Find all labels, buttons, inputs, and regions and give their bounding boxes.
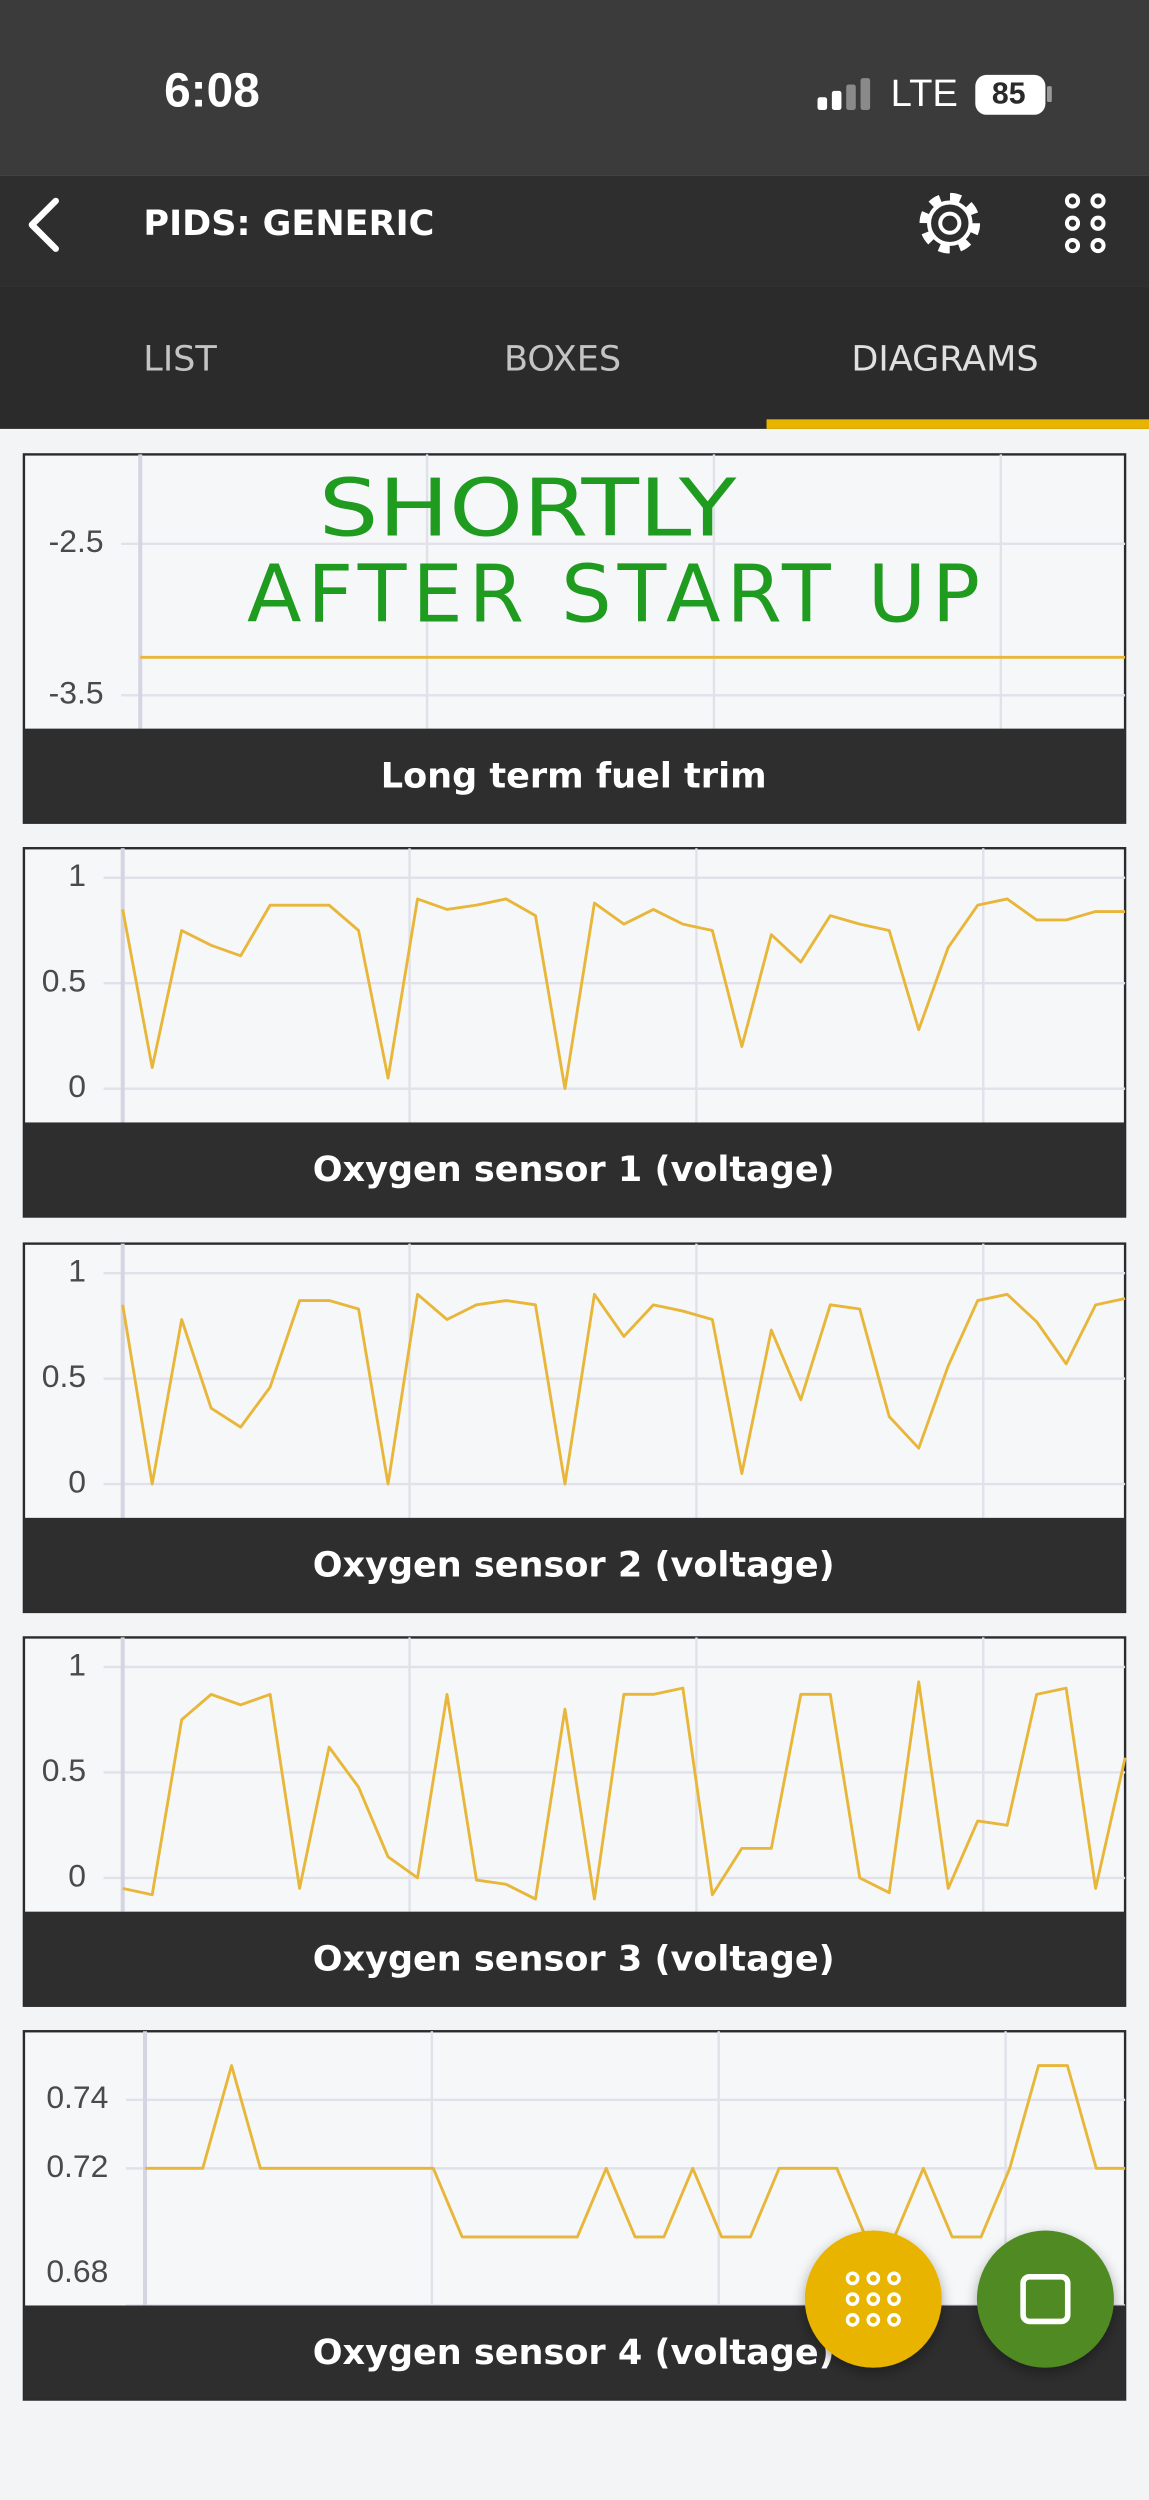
y-tick-label: 0.72 (46, 2148, 108, 2184)
menu-button[interactable] (1064, 193, 1106, 254)
y-tick-label: 1 (68, 857, 86, 893)
chart-title: Oxygen sensor 4 (voltage) (313, 2332, 835, 2373)
y-tick-label: 0.5 (42, 1752, 86, 1788)
battery-level: 85 (992, 78, 1026, 111)
battery-nub (1047, 86, 1052, 103)
toolbar-title: PIDS: GENERIC (143, 203, 434, 244)
chart-title: Oxygen sensor 3 (voltage) (313, 1938, 835, 1979)
signal-icon (817, 78, 871, 111)
network-type: LTE (891, 72, 958, 115)
y-tick-label: 0.74 (46, 2079, 108, 2115)
tab-selected[interactable]: DIAGRAMS (851, 338, 1038, 379)
chart-label-bar (23, 1122, 1126, 1217)
status-bar (0, 0, 1149, 176)
y-tick-label: 1 (68, 1646, 86, 1682)
tab-indicator (766, 419, 1149, 429)
chart-label-bar (23, 1517, 1126, 1612)
chart-label-bar (23, 1911, 1126, 2006)
y-tick-label: 0.5 (42, 963, 86, 999)
y-tick-label: -2.5 (49, 523, 104, 559)
back-button[interactable] (28, 197, 59, 252)
charts: -2.5 -3.5 Long term fuel trim 1 0.5 0 Oxygen s… (22, 453, 1127, 2401)
stop-button[interactable] (976, 2230, 1114, 2368)
settings-button[interactable] (919, 192, 981, 254)
clock: 6:08 (164, 65, 260, 118)
chart-label-bar (23, 2305, 1126, 2400)
y-tick-label: 0 (68, 1464, 86, 1500)
y-tick-label: 0.5 (42, 1358, 86, 1394)
annotation: SHORTLY (319, 461, 737, 554)
y-tick-label: -3.5 (49, 675, 104, 711)
pid-picker-button[interactable] (804, 2230, 942, 2368)
data-line (122, 1680, 1127, 1901)
data-line (145, 2064, 1126, 2239)
data-line (121, 897, 1126, 1091)
chart-title: Oxygen sensor 1 (voltage) (313, 1149, 835, 1190)
chart-title: Long term fuel trim (381, 755, 767, 796)
y-tick-label: 0 (68, 1857, 86, 1893)
y-tick-label: 0 (68, 1068, 86, 1104)
y-tick-label: 0.68 (46, 2253, 108, 2289)
tab[interactable]: BOXES (504, 338, 621, 379)
data-line (121, 1292, 1126, 1486)
battery-icon (975, 74, 1046, 115)
chart-title: Oxygen sensor 2 (voltage) (313, 1544, 835, 1585)
chart-label-bar (23, 728, 1126, 823)
tab-bar (0, 286, 1149, 429)
y-tick-label: 1 (68, 1253, 86, 1289)
tab[interactable]: LIST (143, 338, 217, 379)
